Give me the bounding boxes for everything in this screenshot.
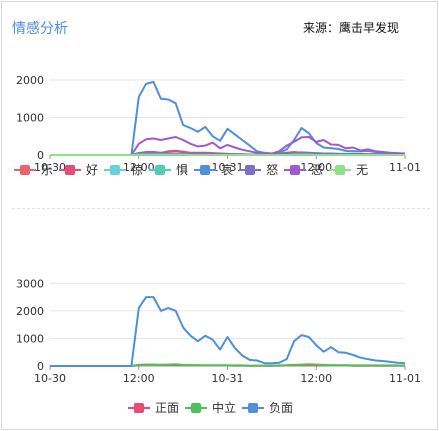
legend-swatch-icon bbox=[194, 164, 217, 175]
legend-label: 负面 bbox=[269, 401, 294, 415]
legend-item[interactable]: 惧 bbox=[149, 161, 188, 178]
y-tick-label: 2000 bbox=[16, 305, 44, 318]
legend-item[interactable]: 惊 bbox=[104, 161, 143, 178]
legend-item[interactable]: 中立 bbox=[185, 399, 236, 416]
legend-item[interactable]: 恶 bbox=[284, 161, 323, 178]
legend-item[interactable]: 无 bbox=[329, 161, 368, 178]
legend-item[interactable]: 怒 bbox=[239, 161, 278, 178]
legend-swatch-icon bbox=[329, 164, 352, 175]
x-tick-label: 12:00 bbox=[300, 372, 332, 385]
x-tick-label: 10-30 bbox=[34, 161, 66, 174]
y-tick-label: 0 bbox=[37, 149, 44, 162]
x-tick-label: 11-01 bbox=[389, 372, 421, 385]
source-label: 来源：鹰击早发现 bbox=[302, 21, 399, 35]
x-tick-label: 10-31 bbox=[212, 161, 244, 174]
legend-swatch-icon bbox=[185, 402, 208, 413]
y-tick-label: 1000 bbox=[16, 112, 44, 125]
legend-swatch-icon bbox=[242, 402, 265, 413]
polarity-legend: 正面 中立 负面 bbox=[128, 399, 299, 416]
legend-swatch-icon bbox=[14, 164, 36, 175]
x-tick-label: 12:00 bbox=[300, 161, 332, 174]
emotion-legend: 乐好惊惧哀怒恶无 bbox=[14, 161, 374, 178]
legend-swatch-icon bbox=[149, 164, 172, 175]
legend-swatch-icon bbox=[239, 164, 262, 175]
legend-item[interactable]: 正面 bbox=[128, 399, 179, 416]
legend-label: 惊 bbox=[131, 163, 144, 177]
x-tick-label: 11-01 bbox=[389, 161, 421, 174]
legend-item[interactable]: 负面 bbox=[242, 399, 293, 416]
legend-label: 哀 bbox=[221, 163, 234, 177]
y-tick-label: 2000 bbox=[16, 74, 44, 87]
legend-label: 正面 bbox=[155, 401, 180, 415]
y-tick-label: 1000 bbox=[16, 332, 44, 345]
legend-label: 好 bbox=[86, 163, 99, 177]
legend-label: 恶 bbox=[311, 163, 324, 177]
legend-item[interactable]: 好 bbox=[59, 161, 98, 178]
x-tick-label: 10-31 bbox=[212, 372, 244, 385]
y-tick-label: 0 bbox=[37, 360, 44, 373]
series-line-负面 bbox=[50, 296, 406, 367]
legend-label: 中立 bbox=[212, 401, 237, 415]
legend-swatch-icon bbox=[59, 164, 82, 175]
legend-swatch-icon bbox=[104, 164, 127, 175]
x-tick-label: 10-30 bbox=[34, 372, 66, 385]
legend-item[interactable]: 哀 bbox=[194, 161, 233, 178]
legend-label: 无 bbox=[356, 163, 369, 177]
section-divider bbox=[12, 208, 430, 209]
x-tick-label: 12:00 bbox=[123, 372, 155, 385]
legend-swatch-icon bbox=[128, 402, 150, 413]
y-tick-label: 3000 bbox=[16, 277, 44, 290]
legend-item[interactable]: 乐 bbox=[14, 161, 53, 178]
legend-label: 惧 bbox=[176, 163, 189, 177]
legend-label: 乐 bbox=[41, 163, 54, 177]
panel-title: 情感分析 bbox=[12, 21, 68, 37]
x-tick-label: 12:00 bbox=[123, 161, 155, 174]
legend-label: 怒 bbox=[266, 163, 279, 177]
legend-swatch-icon bbox=[284, 164, 307, 175]
